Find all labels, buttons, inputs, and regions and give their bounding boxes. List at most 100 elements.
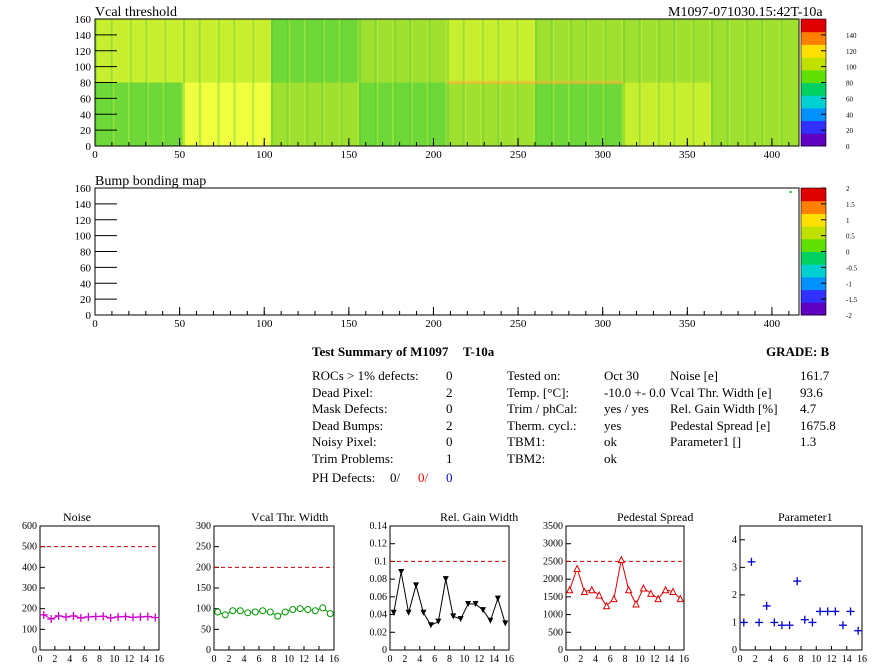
x-tick-label: 14: [314, 654, 324, 665]
colorbar-label: 1: [846, 217, 850, 225]
heatmap-texture: [305, 82, 308, 146]
heatmap-texture: [744, 82, 747, 146]
colorbar-segment: [801, 297, 826, 301]
marker-triangle-up: [565, 585, 574, 594]
x-tick-label: 10: [459, 654, 469, 665]
heatmap-texture: [447, 82, 449, 146]
heatmap-edge-strip: [447, 80, 623, 85]
colorbar-label: 100: [846, 64, 857, 72]
plot-frame: [39, 525, 160, 651]
marker-circle: [251, 608, 259, 616]
x-tick-label: 0: [92, 318, 98, 330]
colorbar-label: 40: [846, 111, 854, 119]
heatmap-texture: [745, 82, 748, 146]
colorbar-label: 2: [846, 185, 850, 193]
colorbar-segment: [801, 226, 826, 230]
y-tick-label: 40: [80, 278, 92, 290]
x-tick-label: 4: [593, 654, 598, 665]
colorbar-label: 20: [846, 127, 854, 135]
summary-right-label-0: Noise [e]: [670, 368, 719, 383]
colorbar-segment: [801, 120, 826, 124]
heatmap-texture: [447, 19, 449, 83]
marker-triangle-up: [669, 587, 677, 596]
heatmap-texture: [217, 82, 220, 146]
heatmap-texture: [762, 82, 765, 146]
heatmap-texture: [692, 82, 695, 146]
x-tick-label: 6: [608, 654, 613, 665]
colorbar-segment: [801, 125, 826, 129]
marker-triangle-up: [676, 594, 685, 603]
colorbar-segment: [801, 233, 826, 237]
y-tick-label: 250: [196, 542, 211, 553]
summary-middle-label-4: TBM1:: [507, 434, 546, 449]
marker-triangle-up: [588, 585, 596, 594]
heatmap-texture: [410, 82, 413, 146]
ph-defects-value-1: 0/: [390, 470, 401, 485]
colorbar-segment: [801, 24, 826, 28]
vcal-title: Vcal threshold: [95, 5, 178, 20]
heatmap-texture: [200, 19, 203, 83]
y-tick-label: 2000: [543, 574, 563, 585]
x-tick-label: 2: [227, 654, 232, 665]
heatmap-texture: [780, 82, 783, 146]
heatmap-texture: [288, 19, 291, 83]
module-id: M1097-071030.15:42T-10a: [668, 5, 823, 20]
x-tick-label: 10: [811, 654, 821, 665]
marker-triangle-down: [427, 622, 434, 629]
summary-right-value-3: 1675.8: [800, 417, 836, 433]
y-tick-label: 2: [732, 590, 737, 601]
heatmap-texture: [340, 19, 343, 83]
heatmap-texture: [374, 82, 377, 146]
y-tick-label: 0.1: [375, 556, 388, 567]
colorbar-segment: [801, 19, 826, 23]
x-tick-label: 400: [764, 318, 781, 330]
x-tick-label: 16: [857, 654, 867, 665]
colorbar-segment: [801, 190, 826, 194]
heatmap-texture: [338, 19, 341, 83]
heatmap-texture: [462, 82, 465, 146]
heatmap-cell: [359, 19, 447, 83]
colorbar-label: 140: [846, 32, 857, 40]
colorbar-segment: [801, 304, 826, 308]
marker-triangle-down: [479, 607, 486, 614]
colorbar-segment: [801, 72, 826, 76]
x-tick-label: 14: [842, 654, 852, 665]
x-tick-label: 300: [594, 149, 611, 161]
heatmap-texture: [252, 19, 255, 83]
y-tick-label: 0: [382, 645, 387, 656]
heatmap-texture: [726, 19, 729, 83]
heatmap-texture: [569, 19, 572, 83]
colorbar-segment: [801, 62, 826, 66]
y-tick-label: 300: [196, 521, 211, 532]
x-tick-label: 150: [341, 318, 358, 330]
y-tick-label: 20: [80, 125, 92, 137]
y-tick-label: 80: [80, 78, 92, 90]
y-tick-label: 0.04: [370, 610, 388, 621]
y-tick-label: 1500: [543, 592, 563, 603]
y-tick-label: 400: [22, 562, 37, 573]
y-tick-label: 1: [732, 617, 737, 628]
colorbar-segment: [801, 112, 826, 117]
colorbar-segment: [801, 85, 826, 89]
summary-right-label-3: Pedestal Spread [e]: [670, 417, 771, 433]
x-tick-label: 6: [82, 654, 87, 665]
colorbar-segment: [801, 59, 826, 63]
heatmap-texture: [692, 19, 695, 83]
summary-middle-label-1: Temp. [°C]:: [507, 384, 570, 400]
x-tick-label: 4: [242, 654, 247, 665]
heatmap-texture: [535, 82, 537, 146]
x-tick-label: 250: [510, 318, 527, 330]
heatmap-texture: [217, 19, 220, 83]
y-tick-label: 300: [22, 583, 37, 594]
x-tick-label: 16: [329, 654, 339, 665]
colorbar-label: 1.5: [846, 201, 855, 209]
colorbar-segment: [801, 115, 826, 119]
x-tick-label: 100: [256, 318, 273, 330]
colorbar-segment: [801, 69, 826, 73]
colorbar-segment: [801, 92, 826, 96]
heatmap-point: [789, 190, 792, 193]
heatmap-texture: [409, 82, 412, 146]
heatmap-texture: [286, 19, 289, 83]
